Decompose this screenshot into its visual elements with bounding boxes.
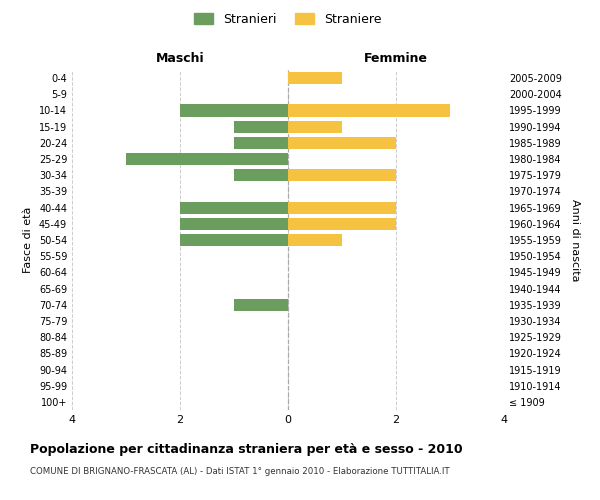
- Bar: [288, 234, 342, 246]
- Bar: [234, 298, 288, 311]
- Legend: Stranieri, Straniere: Stranieri, Straniere: [191, 9, 385, 29]
- Bar: [288, 169, 396, 181]
- Bar: [180, 234, 288, 246]
- Bar: [288, 137, 396, 149]
- Text: Femmine: Femmine: [364, 52, 428, 65]
- Bar: [180, 218, 288, 230]
- Bar: [234, 137, 288, 149]
- Bar: [288, 72, 342, 84]
- Text: Popolazione per cittadinanza straniera per età e sesso - 2010: Popolazione per cittadinanza straniera p…: [30, 442, 463, 456]
- Y-axis label: Anni di nascita: Anni di nascita: [570, 198, 580, 281]
- Bar: [288, 104, 450, 117]
- Text: Maschi: Maschi: [155, 52, 205, 65]
- Bar: [288, 202, 396, 213]
- Bar: [126, 153, 288, 165]
- Text: COMUNE DI BRIGNANO-FRASCATA (AL) - Dati ISTAT 1° gennaio 2010 - Elaborazione TUT: COMUNE DI BRIGNANO-FRASCATA (AL) - Dati …: [30, 468, 449, 476]
- Bar: [234, 169, 288, 181]
- Bar: [288, 120, 342, 132]
- Y-axis label: Fasce di età: Fasce di età: [23, 207, 33, 273]
- Bar: [180, 104, 288, 117]
- Bar: [288, 218, 396, 230]
- Bar: [180, 202, 288, 213]
- Bar: [234, 120, 288, 132]
